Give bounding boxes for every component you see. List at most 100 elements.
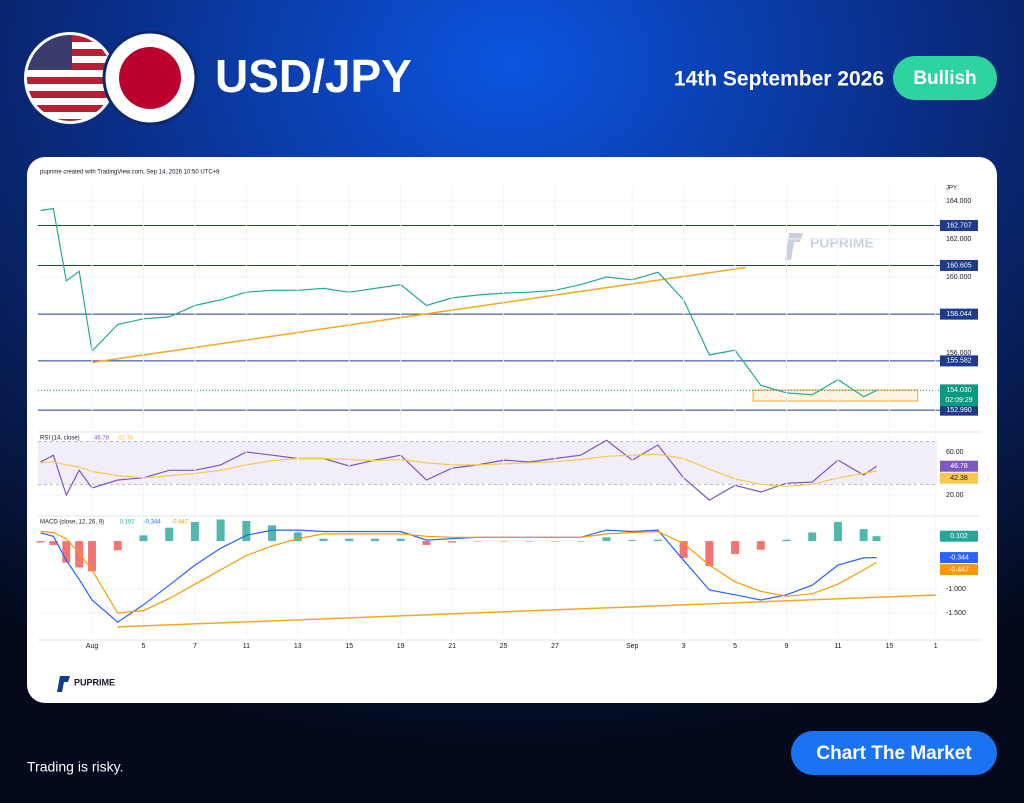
watermark-text: PUPRIME [810, 235, 874, 251]
series-line [40, 530, 877, 614]
histogram-bar [319, 538, 328, 542]
value-badge [940, 530, 978, 542]
date: 14th September 2026 [674, 68, 884, 91]
x-tick-label: 15 [886, 643, 894, 650]
x-tick-label: 1 [934, 643, 938, 650]
x-tick-label: 27 [551, 643, 559, 650]
value-badge-label: 0.102 [950, 533, 968, 540]
histogram-bar [525, 541, 534, 542]
x-tick-label: 13 [294, 643, 302, 650]
histogram-bar [113, 541, 122, 551]
histogram-bar [756, 541, 765, 550]
histogram-bar [422, 541, 431, 545]
histogram-bar [293, 532, 302, 542]
pane-title: RSI (14, close) [40, 436, 80, 442]
histogram-bar [473, 541, 482, 542]
value-badge-label: 46.78 [950, 463, 968, 470]
series-line [40, 439, 877, 501]
trendline [91, 266, 746, 364]
legend-value: -0.344 [144, 520, 162, 526]
pair-title: USD/JPY [215, 50, 412, 102]
level-label: 158.044 [946, 311, 971, 318]
histogram-bar [679, 541, 688, 558]
cta-button[interactable] [791, 731, 997, 775]
histogram-bar [36, 541, 45, 543]
value-badge [940, 552, 978, 564]
histogram-bar [872, 536, 881, 542]
japan-flag [102, 30, 198, 126]
bias-pill [893, 56, 997, 100]
x-tick-label: Aug [86, 643, 99, 650]
pane-title: puprime created with TradingView.com, Se… [40, 170, 220, 176]
value-badge [940, 564, 978, 576]
histogram-bar [859, 529, 868, 542]
zone [752, 389, 919, 402]
x-tick-label: 11 [834, 643, 841, 650]
level-label: 155.582 [946, 358, 971, 365]
x-tick-label: 11 [243, 643, 250, 650]
level-badge [940, 220, 978, 232]
series-line [40, 529, 877, 623]
x-tick-label: 21 [448, 643, 456, 650]
x-tick-label: 25 [500, 643, 508, 650]
histogram-bar [268, 525, 277, 542]
level-label: 162.707 [946, 222, 971, 229]
disclaimer: Trading is risky. [27, 759, 123, 775]
x-tick-label: 5 [733, 643, 737, 650]
value-badge [940, 472, 978, 484]
axis-label: JPY [946, 186, 957, 192]
y-tick-label: 162.000 [946, 236, 971, 243]
histogram-bar [782, 539, 791, 542]
series-line [40, 207, 877, 398]
histogram-bar [833, 521, 842, 542]
histogram-bar [370, 538, 379, 542]
level-badge [940, 355, 978, 367]
histogram-bar [345, 538, 354, 542]
histogram-bar [396, 538, 405, 542]
level-badge [940, 308, 978, 320]
histogram-bar [653, 539, 662, 542]
histogram-bar [49, 541, 58, 545]
legend-value: 0.102 [120, 520, 136, 526]
x-tick-label: 19 [397, 643, 405, 650]
histogram-bar [165, 527, 174, 542]
level-badge [940, 259, 978, 271]
value-badge [940, 460, 978, 472]
histogram-bar [705, 541, 714, 567]
histogram-bar [190, 521, 199, 542]
countdown: 02:09:29 [945, 397, 972, 404]
x-tick-label: 15 [345, 643, 353, 650]
histogram-bar [602, 537, 611, 542]
value-badge-label: -0.344 [949, 554, 969, 561]
value-badge-label: -0.447 [949, 566, 969, 573]
y-tick-label: 160.000 [946, 274, 971, 281]
histogram-bar [62, 541, 71, 563]
legend-value: -0.447 [171, 520, 189, 526]
trading-chart: puprime created with TradingView.com, Se… [36, 170, 980, 650]
histogram-bar [731, 541, 740, 555]
level-label: 160.605 [946, 262, 971, 269]
histogram-bar [448, 541, 457, 543]
histogram-bar [576, 541, 585, 542]
level-label: 152.990 [946, 407, 971, 414]
x-tick-label: 5 [142, 643, 146, 650]
x-tick-label: 3 [682, 643, 686, 650]
histogram-bar [499, 541, 508, 542]
histogram-bar [75, 541, 84, 568]
bias: Bullish [913, 68, 976, 89]
trendline [117, 594, 936, 628]
y-tick-label: 60.00 [946, 449, 964, 456]
cta-label[interactable]: Chart The Market [816, 743, 972, 764]
legend-value: 46.78 [94, 436, 110, 442]
histogram-bar [216, 519, 225, 542]
histogram-bar [139, 535, 148, 542]
value-badge-label: 42.38 [950, 475, 968, 482]
histogram-bar [808, 532, 817, 542]
histogram-bar [628, 540, 637, 542]
pane-title: MACD (close, 12, 26, 9) [40, 520, 104, 526]
brand-text: PUPRIME [74, 677, 115, 687]
y-tick-label: 164.000 [946, 198, 971, 205]
x-tick-label: Sep [626, 643, 639, 650]
